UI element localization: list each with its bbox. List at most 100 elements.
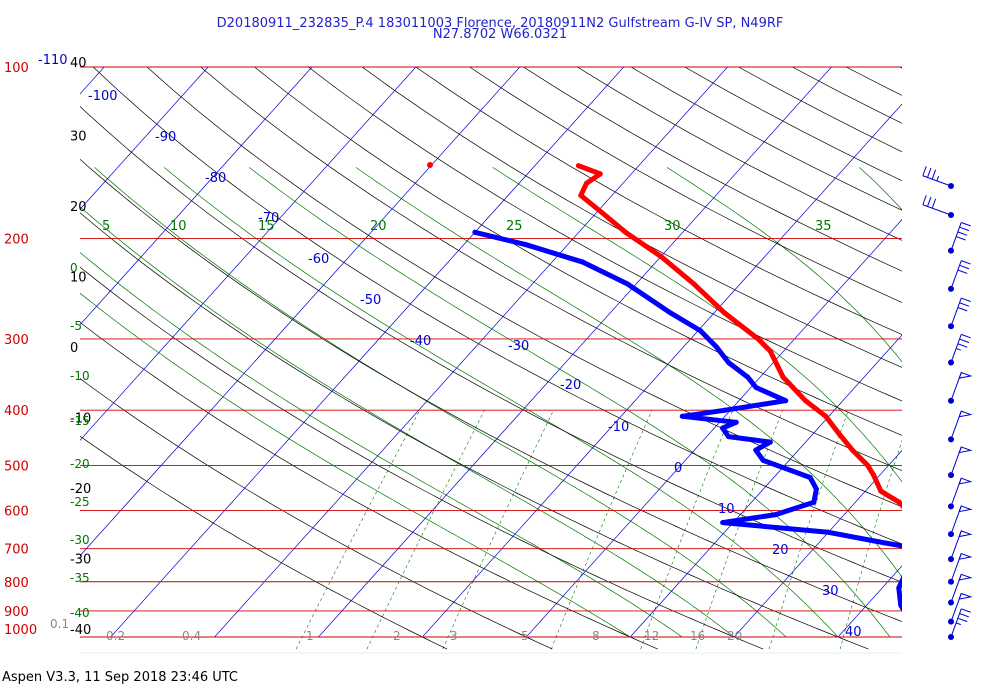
theta-e-label: 25 bbox=[506, 219, 523, 234]
theta-e-left-label: -15 bbox=[70, 414, 90, 428]
temperature-profile-point bbox=[623, 229, 629, 235]
wind-barb bbox=[948, 573, 973, 606]
wind-barb-feather bbox=[955, 236, 966, 241]
dewpoint-profile-point bbox=[679, 413, 685, 419]
temperature-profile-point bbox=[916, 524, 921, 529]
moist-adiabat-line bbox=[163, 167, 839, 638]
wind-barb-feather bbox=[959, 226, 970, 232]
theta-e-label: 5 bbox=[102, 219, 110, 234]
dewpoint-profile-point bbox=[813, 486, 819, 492]
dewpoint-profile-point bbox=[767, 439, 773, 445]
dry-adiabat-line bbox=[200, 67, 902, 472]
celsius-left-label: -10 bbox=[70, 412, 91, 427]
pressure-label: 600 bbox=[4, 505, 29, 520]
wind-barb-flag bbox=[958, 477, 973, 485]
dewpoint-profile-point bbox=[624, 281, 630, 287]
wind-barb bbox=[948, 333, 971, 366]
temperature-profile-point bbox=[823, 413, 829, 419]
dewpoint-profile-point bbox=[667, 310, 673, 316]
wind-barb-feather bbox=[922, 195, 927, 205]
dry-adiabat-line bbox=[80, 378, 553, 650]
pressure-label: 300 bbox=[4, 333, 29, 348]
mixing-ratio-label: 1 bbox=[306, 629, 314, 643]
wind-barb-flag bbox=[958, 552, 973, 560]
temperature-profile-point bbox=[865, 462, 871, 468]
chart-title: D20180911_232835_P.4 183011003 Florence,… bbox=[216, 16, 784, 31]
moist-adiabat-line bbox=[80, 252, 683, 638]
isotherm-label: -30 bbox=[508, 339, 529, 354]
wind-barb-feather bbox=[961, 608, 971, 613]
isotherm-line bbox=[110, 67, 624, 638]
mixing-ratio-label: 0.1 bbox=[50, 617, 69, 631]
wind-barb-half-feather bbox=[955, 622, 961, 626]
pressure-label: 200 bbox=[4, 233, 29, 248]
theta-e-label: 15 bbox=[258, 219, 275, 234]
dry-adiabat-line bbox=[361, 67, 902, 368]
dewpoint-profile-point bbox=[909, 553, 914, 558]
temperature-profile-point bbox=[908, 512, 913, 517]
wind-barb bbox=[948, 505, 973, 538]
temperature-top-point bbox=[427, 162, 433, 168]
wind-barb bbox=[948, 297, 971, 330]
theta-e-left-label: -25 bbox=[70, 495, 90, 509]
celsius-left-label: -40 bbox=[70, 623, 91, 638]
mixing-ratio-line bbox=[989, 410, 1000, 649]
temperature-profile-point bbox=[802, 398, 808, 404]
dewpoint-profile bbox=[472, 229, 902, 613]
wind-barb-flag bbox=[958, 410, 973, 418]
wind-barb-staff bbox=[950, 260, 962, 289]
isotherm-line bbox=[629, 334, 902, 638]
wind-barb-feather bbox=[961, 297, 971, 302]
temperature-profile-point bbox=[849, 447, 855, 453]
mixing-ratio-label: 0.2 bbox=[106, 629, 125, 643]
dry-adiabat-line bbox=[80, 158, 902, 622]
isotherm-label: -100 bbox=[88, 89, 118, 104]
dry-adiabat-line bbox=[80, 212, 869, 650]
dewpoint-profile-point bbox=[722, 407, 728, 413]
dewpoint-profile-point bbox=[580, 259, 586, 265]
isotherm-label: -40 bbox=[410, 334, 431, 349]
footer-text: Aspen V3.3, 11 Sep 2018 23:46 UTC bbox=[2, 670, 239, 685]
dewpoint-profile-point bbox=[733, 419, 739, 425]
isotherm-label: 10 bbox=[718, 502, 735, 517]
celsius-left-label: 0 bbox=[70, 341, 78, 356]
temperature-profile-point bbox=[691, 281, 697, 287]
wind-barb-feather bbox=[922, 166, 927, 176]
dewpoint-profile-point bbox=[915, 631, 920, 636]
temperature-profile-point bbox=[599, 210, 605, 216]
celsius-left-label: 10 bbox=[70, 271, 87, 286]
dewpoint-profile-point bbox=[825, 529, 831, 535]
dewpoint-profile-point bbox=[726, 360, 732, 366]
dry-adiabat-line bbox=[92, 67, 902, 545]
isotherm-label: 0 bbox=[674, 461, 682, 476]
dry-adiabat-line bbox=[415, 67, 902, 335]
theta-e-label: 20 bbox=[370, 219, 387, 234]
wind-barb-feather bbox=[959, 302, 970, 307]
moist-adiabat-line bbox=[94, 167, 787, 638]
dry-adiabat-line bbox=[80, 105, 902, 583]
wind-barb-feather bbox=[961, 222, 971, 227]
wind-barb-flag bbox=[958, 505, 973, 513]
moist-adiabat-line bbox=[80, 206, 735, 638]
wind-barb bbox=[948, 608, 971, 640]
isotherm-line bbox=[837, 565, 902, 638]
celsius-left-label: 40 bbox=[70, 56, 87, 71]
mixing-ratio-label: 5 bbox=[521, 629, 529, 643]
dry-adiabat-line bbox=[954, 67, 1000, 649]
moist-adiabat-line bbox=[248, 167, 891, 638]
theta-e-label: 10 bbox=[170, 219, 187, 234]
temperature-profile-point bbox=[658, 253, 664, 259]
dewpoint-profile-point bbox=[523, 242, 529, 248]
isotherm-line bbox=[80, 67, 313, 326]
dry-adiabat-line bbox=[146, 67, 902, 508]
isotherm-label: -50 bbox=[360, 293, 381, 308]
dry-adiabat-line bbox=[792, 67, 902, 124]
isotherm-label: -10 bbox=[608, 420, 629, 435]
wind-barb-feather bbox=[931, 198, 937, 209]
wind-barb-feather bbox=[959, 338, 970, 343]
temperature-profile-point bbox=[575, 163, 581, 169]
temperature-profile-point bbox=[983, 624, 988, 629]
mixing-ratio-label: 12 bbox=[644, 629, 659, 643]
moist-adiabat-line bbox=[355, 167, 902, 578]
